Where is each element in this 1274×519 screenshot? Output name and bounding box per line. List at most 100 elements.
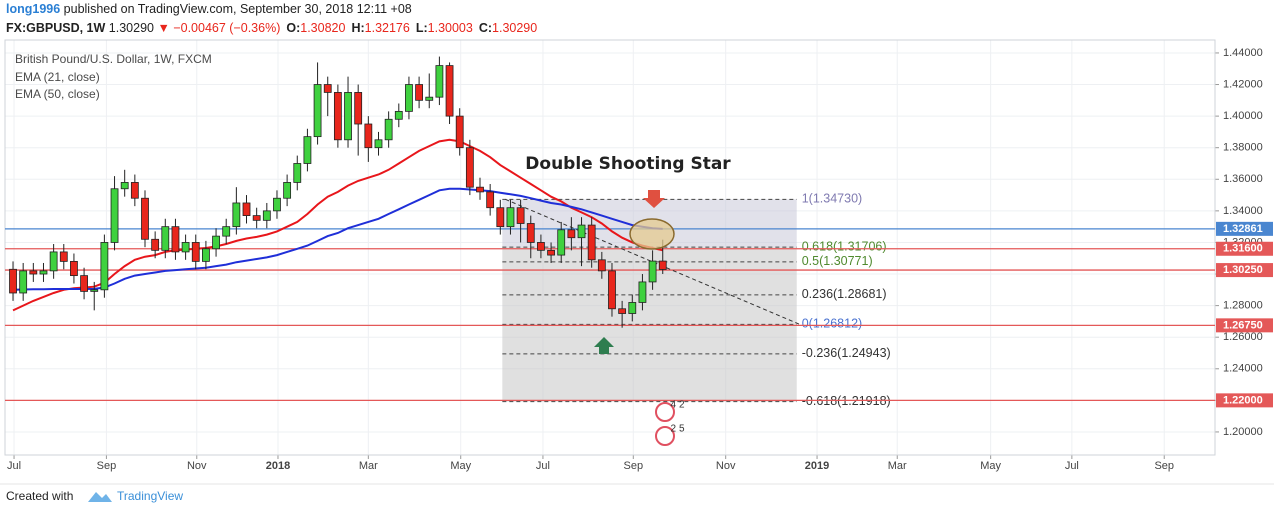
x-tick-label: Sep xyxy=(97,460,117,472)
candle-body xyxy=(59,251,68,262)
candle-body xyxy=(628,302,637,314)
x-tick-label: May xyxy=(450,460,471,472)
event-icon[interactable] xyxy=(655,402,675,422)
candle-body xyxy=(354,92,363,125)
candle-body xyxy=(171,226,180,253)
footer-brand[interactable]: TradingView xyxy=(117,489,183,503)
fib-label: 0.618(1.31706) xyxy=(802,239,887,253)
fib-label: 0(1.26812) xyxy=(802,317,862,331)
candle-body xyxy=(506,207,515,228)
candle-body xyxy=(415,84,423,101)
symbol: FX:GBPUSD, 1W xyxy=(6,21,106,35)
candle-body xyxy=(29,270,38,275)
event-count: 25 xyxy=(670,424,687,435)
candle-body xyxy=(374,139,383,149)
candle-body xyxy=(151,238,160,251)
x-tick-label: Nov xyxy=(187,460,207,472)
x-tick-label: 2018 xyxy=(266,460,290,472)
candle-body xyxy=(262,210,271,221)
candle-body xyxy=(120,182,129,190)
ohlc-value: 1.30003 xyxy=(428,21,473,35)
candle-body xyxy=(516,207,525,224)
price-label-box xyxy=(1216,221,1273,236)
candle-body xyxy=(323,84,332,93)
y-tick-label: 1.36000 xyxy=(1223,173,1263,185)
price-label-box xyxy=(1216,241,1273,256)
x-tick-label: 2019 xyxy=(805,460,829,472)
x-tick-label: Jul xyxy=(536,460,550,472)
x-tick-label: Nov xyxy=(716,460,736,472)
ema-line xyxy=(12,187,663,291)
candle-body xyxy=(567,229,576,239)
candle-body xyxy=(90,289,99,292)
candle-body xyxy=(384,118,393,141)
y-tick-label: 1.34000 xyxy=(1223,205,1263,217)
y-tick-label: 1.38000 xyxy=(1223,142,1263,154)
candle-body xyxy=(648,260,657,283)
price-label: 1.32861 xyxy=(1223,223,1263,235)
y-tick-label: 1.28000 xyxy=(1223,300,1263,312)
candle-body xyxy=(191,242,200,262)
candle-body xyxy=(303,136,312,164)
plot-frame xyxy=(4,39,1216,456)
fib-band xyxy=(502,247,797,262)
legend-ema21: EMA (21, close) xyxy=(15,70,100,84)
ohlc-value: 1.30820 xyxy=(300,21,345,35)
annotation: Double Shooting Star xyxy=(525,154,731,174)
ohlc-value: 1.32176 xyxy=(365,21,410,35)
candle-body xyxy=(476,186,484,193)
arrow-down xyxy=(643,190,665,208)
trendline xyxy=(505,198,800,325)
candle-body xyxy=(202,248,210,262)
candle-body xyxy=(161,226,170,251)
y-tick-label: 1.40000 xyxy=(1223,110,1263,122)
y-tick-label: 1.42000 xyxy=(1223,78,1263,90)
ohlc-key: C: xyxy=(479,21,492,35)
candle-body xyxy=(557,229,566,256)
candle-body xyxy=(141,197,149,240)
candle-body xyxy=(39,270,48,275)
fib-label: -0.236(1.24943) xyxy=(802,346,891,360)
y-tick-label: 1.26000 xyxy=(1223,331,1263,343)
candle-body xyxy=(273,197,281,212)
fib-band xyxy=(502,294,797,325)
price-label-box xyxy=(1216,318,1273,333)
candle-body xyxy=(293,163,302,183)
candle-body xyxy=(537,242,545,251)
plot: 1.200001.220001.240001.260001.280001.300… xyxy=(4,39,1273,472)
ohlc-key: O: xyxy=(286,21,300,35)
change: −0.00467 (−0.36%) xyxy=(173,21,280,35)
candle-body xyxy=(19,270,28,294)
candle-body xyxy=(587,224,596,261)
tv-logo[interactable] xyxy=(88,492,112,502)
arrow-up xyxy=(594,337,614,354)
x-tick-label: Mar xyxy=(888,460,907,472)
candle-body xyxy=(130,182,139,199)
price-label: 1.26750 xyxy=(1223,319,1263,331)
price-label: 1.30250 xyxy=(1223,264,1263,276)
legend-title: British Pound/U.S. Dollar, 1W, FXCM xyxy=(15,52,212,66)
published: published on TradingView.com, September … xyxy=(64,2,412,16)
price-label-box xyxy=(1216,393,1273,408)
candle-body xyxy=(333,92,342,141)
ohlc-value: 1.30290 xyxy=(492,21,537,35)
fib-band xyxy=(502,353,797,402)
candle-body xyxy=(344,92,352,141)
x-tick-label: Jul xyxy=(1065,460,1079,472)
header-line-1: long1996 published on TradingView.com, S… xyxy=(6,2,412,16)
candle-body xyxy=(445,65,454,117)
last-price: 1.30290 xyxy=(109,21,154,35)
candle-body xyxy=(70,260,78,277)
candle-body xyxy=(618,308,627,314)
x-tick-label: May xyxy=(980,460,1001,472)
event-icon[interactable] xyxy=(655,426,675,446)
candle-body xyxy=(658,260,667,270)
candle-body xyxy=(222,226,231,237)
candle-body xyxy=(405,84,413,112)
ohlc-key: H: xyxy=(351,21,364,35)
y-tick-label: 1.44000 xyxy=(1223,47,1263,59)
ema-line xyxy=(12,138,663,312)
candle-body xyxy=(577,224,586,239)
author[interactable]: long1996 xyxy=(6,2,60,16)
